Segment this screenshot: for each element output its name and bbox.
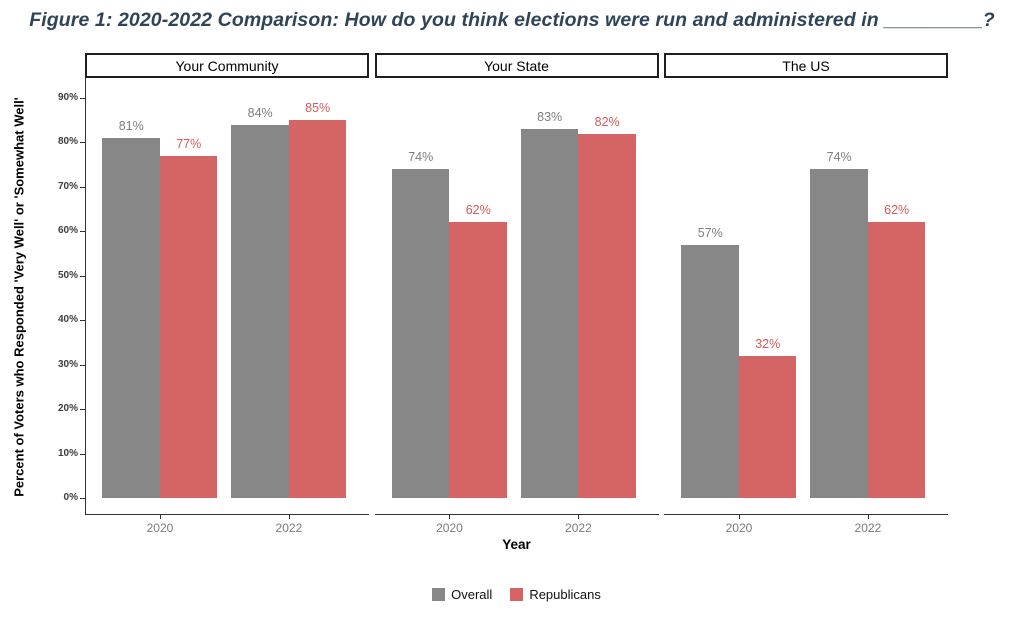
bar-value-label: 81% [118,119,144,133]
bar-value-label: 74% [826,150,852,165]
bar-overall [810,169,868,498]
bar-overall [231,124,289,498]
y-tick-label: 90% [57,92,78,103]
y-tick-label: 70% [57,180,78,192]
x-tick-mark [288,515,290,519]
y-tick-mark [80,142,85,144]
x-tick-label: 2020 [725,521,753,535]
bar-republicans [578,133,636,498]
y-tick-mark [80,409,85,411]
x-tick-label: 2020 [436,521,463,535]
legend-label: Overall [451,587,493,602]
bar-value-label: 74% [408,150,434,165]
facet-strip: The US [664,53,948,78]
y-tick-mark [80,98,85,99]
y-tick-mark [80,275,85,277]
x-tick-mark [578,515,580,519]
bar-value-label: 32% [755,336,781,351]
y-tick-mark [80,453,85,455]
y-tick-label: 10% [57,447,78,459]
bar-republicans [288,120,347,498]
legend-swatch [432,588,446,601]
bar-republicans [449,222,507,498]
bar-overall [391,169,450,498]
x-axis-title: Year [502,537,531,552]
legend-swatch [510,588,524,601]
x-tick-label: 2020 [146,521,174,535]
bar-overall [681,244,739,498]
facet-strip: Your Community [85,53,369,78]
y-tick-mark [80,364,85,366]
bar-value-label: 77% [176,136,202,151]
bar-value-label: 82% [594,114,620,129]
x-tick-label: 2022 [275,521,303,535]
x-tick-mark [449,515,451,519]
bar-value-label: 57% [697,225,723,240]
y-tick-label: 20% [57,403,78,415]
legend-item: Republicans [510,587,601,602]
bar-republicans [738,355,797,498]
bar-value-label: 84% [247,105,273,120]
x-tick-label: 2022 [565,521,592,535]
bar-value-label: 83% [537,110,563,125]
legend-label: Republicans [529,587,601,602]
y-tick-mark [80,231,85,233]
y-tick-label: 30% [57,358,78,370]
x-tick-mark [867,515,869,519]
figure-title: Figure 1: 2020-2022 Comparison: How do y… [29,9,995,31]
y-tick-label: 50% [57,269,78,281]
y-tick-label: 80% [57,136,78,148]
bar-republicans [867,222,926,498]
bar-overall [102,138,160,498]
bar-overall [520,129,579,498]
y-tick-label: 40% [57,314,78,326]
x-tick-mark [159,515,161,519]
bar-value-label: 85% [305,101,331,116]
bar-value-label: 62% [465,203,491,218]
bar-republicans [159,155,218,498]
y-tick-label: 60% [57,225,78,237]
y-tick-mark [80,498,85,499]
y-tick-label: 0% [63,492,78,503]
legend: Overall Republicans [85,587,948,602]
y-tick-mark [80,186,85,188]
x-tick-label: 2022 [854,521,882,535]
y-tick-mark [80,320,85,322]
facet-strip: Your State [374,53,659,78]
bar-value-label: 62% [884,203,910,218]
x-tick-mark [738,515,740,519]
legend-item: Overall [432,587,492,602]
